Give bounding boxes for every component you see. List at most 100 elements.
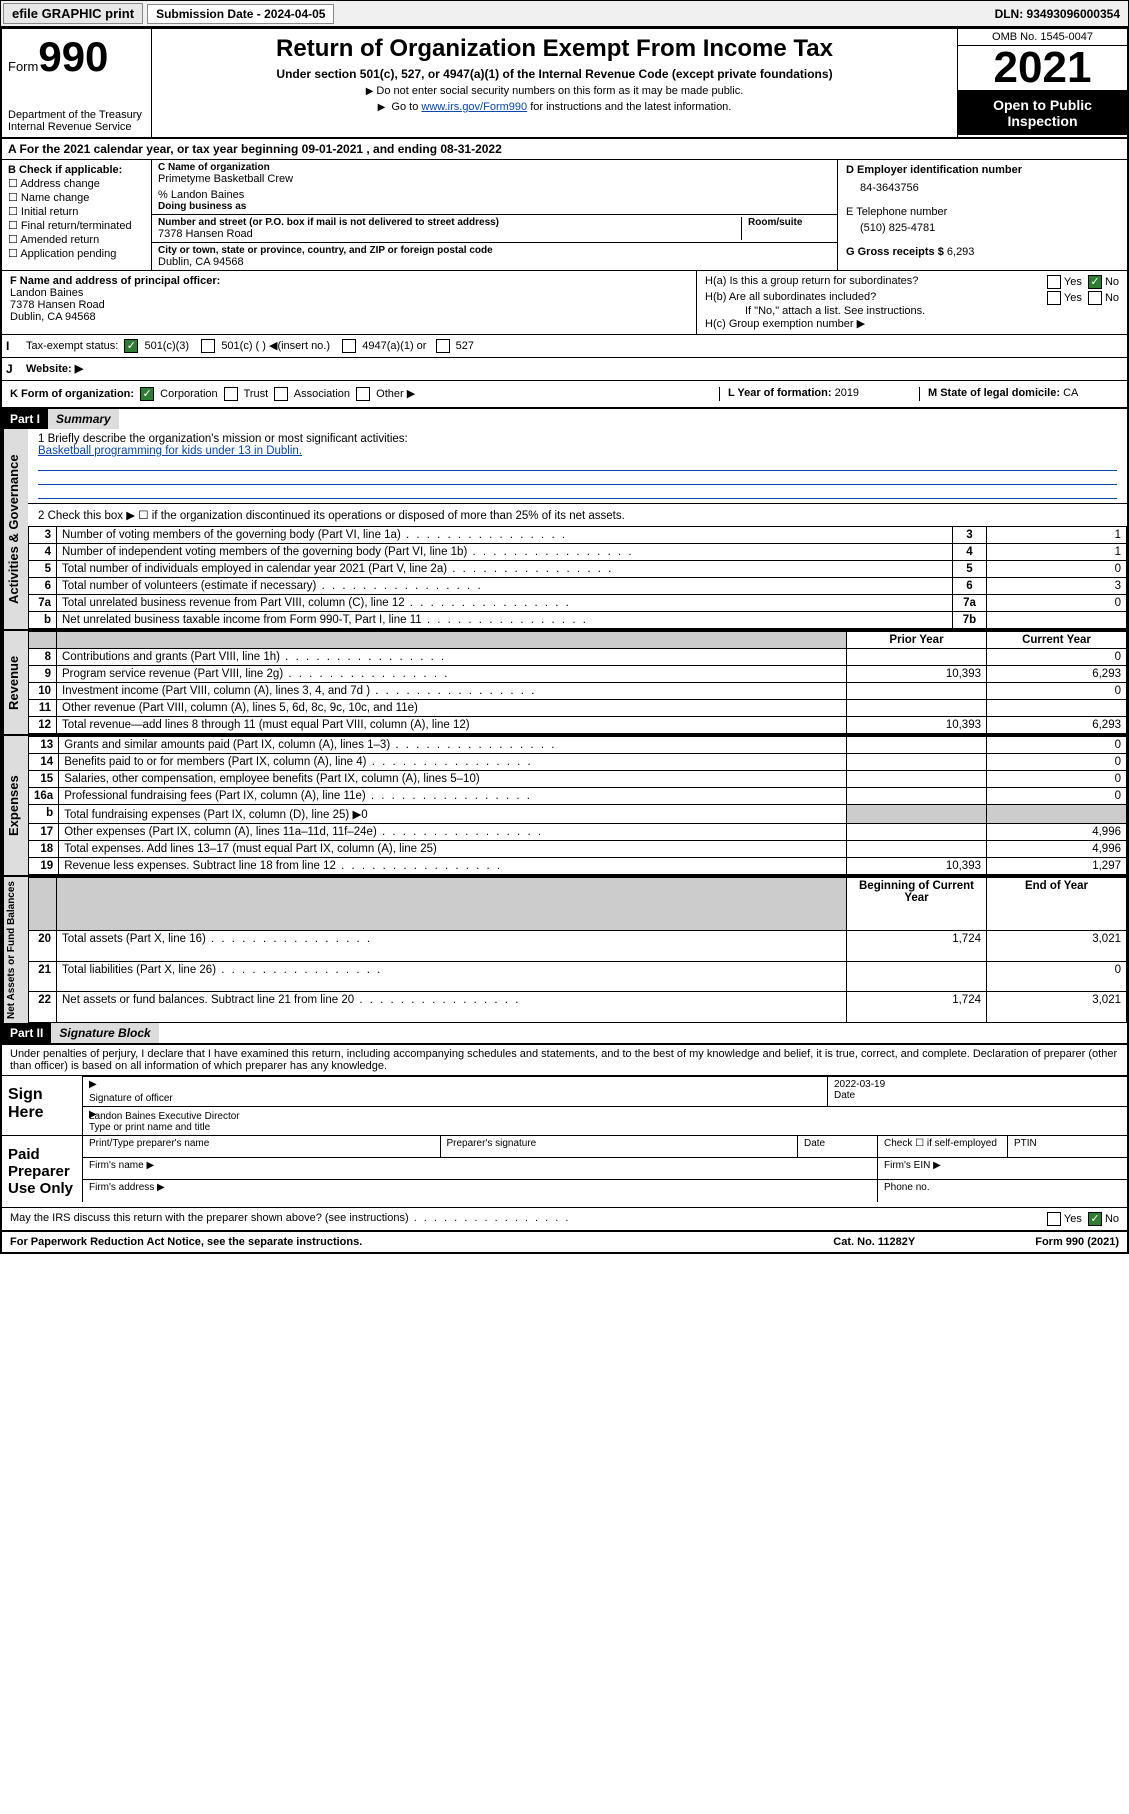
opt-501c: 501(c) ( ) ◀(insert no.) [221, 340, 330, 352]
table-row: 22Net assets or fund balances. Subtract … [29, 992, 1127, 1023]
expenses-table: 13Grants and similar amounts paid (Part … [28, 736, 1127, 875]
year-formation: 2019 [835, 387, 859, 399]
table-row: 7aTotal unrelated business revenue from … [29, 595, 1127, 612]
val-prior [847, 737, 987, 754]
opt-527: 527 [456, 340, 474, 352]
goto-pre: Go to [391, 101, 421, 113]
footer-right: Form 990 (2021) [1035, 1236, 1119, 1248]
yes-label: Yes [1064, 292, 1082, 304]
row-num: b [29, 805, 59, 824]
sig-name-label: Type or print name and title [89, 1122, 210, 1133]
row-num: 16a [29, 788, 59, 805]
ck-other[interactable] [356, 387, 370, 401]
row-desc: Total assets (Part X, line 16) [57, 930, 847, 961]
sig-name: Landon Baines Executive Director [89, 1111, 240, 1122]
val-prior [847, 649, 987, 666]
city-label: City or town, state or province, country… [158, 245, 831, 256]
ck-527[interactable] [436, 339, 450, 353]
expenses-section: Expenses 13Grants and similar amounts pa… [2, 734, 1127, 875]
care-of: % Landon Baines [158, 189, 831, 201]
ha-no[interactable]: ✓ [1088, 275, 1102, 289]
ha-yes[interactable] [1047, 275, 1061, 289]
row-num: 4 [29, 544, 57, 561]
discuss-no[interactable]: ✓ [1088, 1212, 1102, 1226]
hb-no[interactable] [1088, 291, 1102, 305]
row-desc: Revenue less expenses. Subtract line 18 … [59, 858, 847, 875]
row-box: 4 [953, 544, 987, 561]
val-prior: 10,393 [847, 858, 987, 875]
val-current: 1,297 [987, 858, 1127, 875]
discuss-row: May the IRS discuss this return with the… [2, 1208, 1127, 1232]
val-shade [847, 805, 987, 824]
val-current: 4,996 [987, 824, 1127, 841]
ck-501c3[interactable]: ✓ [124, 339, 138, 353]
sig-date: 2022-03-19 [834, 1079, 1121, 1090]
val-prior [847, 824, 987, 841]
val-eoy: 0 [987, 961, 1127, 992]
row-val: 0 [987, 561, 1127, 578]
row-num: 19 [29, 858, 59, 875]
row-num: 18 [29, 841, 59, 858]
discuss-text: May the IRS discuss this return with the… [10, 1212, 570, 1226]
line-k: K Form of organization: ✓ Corporation Tr… [10, 387, 719, 401]
val-prior [847, 841, 987, 858]
cb-name-change[interactable]: ☐ Name change [8, 191, 145, 204]
mission-text[interactable]: Basketball programming for kids under 13… [38, 445, 302, 457]
ck-assoc[interactable] [274, 387, 288, 401]
city-state-zip: Dublin, CA 94568 [158, 256, 831, 268]
yes-label: Yes [1064, 1213, 1082, 1225]
cb-app-pending[interactable]: ☐ Application pending [8, 247, 145, 260]
line-j: J Website: ▶ [2, 358, 1127, 381]
col-b: B Check if applicable: ☐ Address change … [2, 160, 152, 270]
mission-label: 1 Briefly describe the organization's mi… [38, 433, 1117, 445]
tax-exempt-label: Tax-exempt status: [26, 340, 118, 352]
part1-header-row: Part ISummary [2, 409, 1127, 429]
opt-trust: Trust [244, 388, 269, 400]
ck-4947[interactable] [342, 339, 356, 353]
table-row: 18Total expenses. Add lines 13–17 (must … [29, 841, 1127, 858]
ck-501c[interactable] [201, 339, 215, 353]
val-current: 0 [987, 683, 1127, 700]
ck-trust[interactable] [224, 387, 238, 401]
dept-treasury: Department of the Treasury [8, 109, 145, 121]
row-a-tax-year: A For the 2021 calendar year, or tax yea… [2, 139, 1127, 160]
row-num: 10 [29, 683, 57, 700]
discuss-yes[interactable] [1047, 1212, 1061, 1226]
cb-amended[interactable]: ☐ Amended return [8, 233, 145, 246]
table-row: bNet unrelated business taxable income f… [29, 612, 1127, 629]
cb-initial-return[interactable]: ☐ Initial return [8, 205, 145, 218]
ck-corp[interactable]: ✓ [140, 387, 154, 401]
org-name: Primetyme Basketball Crew [158, 173, 831, 185]
vtab-governance: Activities & Governance [2, 429, 28, 629]
efile-button[interactable]: efile GRAPHIC print [3, 3, 143, 24]
g-gross-label: G Gross receipts $ 6,293 [846, 246, 1119, 258]
officer-street: 7378 Hansen Road [10, 299, 105, 311]
officer-name: Landon Baines [10, 287, 83, 299]
form-label: Form [8, 59, 38, 74]
street-address: 7378 Hansen Road [158, 228, 741, 240]
row-val [987, 612, 1127, 629]
val-current: 0 [987, 737, 1127, 754]
cb-final-return[interactable]: ☐ Final return/terminated [8, 219, 145, 232]
table-row: 12Total revenue—add lines 8 through 11 (… [29, 717, 1127, 734]
table-row: 15Salaries, other compensation, employee… [29, 771, 1127, 788]
row-num: 13 [29, 737, 59, 754]
row-desc: Total number of volunteers (estimate if … [57, 578, 953, 595]
row-desc: Total unrelated business revenue from Pa… [57, 595, 953, 612]
val-current: 0 [987, 788, 1127, 805]
row-desc: Total expenses. Add lines 13–17 (must eq… [59, 841, 847, 858]
col-c: C Name of organization Primetyme Basketb… [152, 160, 837, 270]
governance-table: 3Number of voting members of the governi… [28, 526, 1127, 629]
header-mid: Return of Organization Exempt From Incom… [152, 29, 957, 137]
cb-address-change[interactable]: ☐ Address change [8, 177, 145, 190]
col-prior: Prior Year [847, 632, 987, 649]
ha-label: H(a) Is this a group return for subordin… [705, 275, 918, 289]
hb-note: If "No," attach a list. See instructions… [745, 305, 1119, 317]
irs-link[interactable]: www.irs.gov/Form990 [421, 101, 527, 113]
hb-yes[interactable] [1047, 291, 1061, 305]
row-desc: Benefits paid to or for members (Part IX… [59, 754, 847, 771]
firm-addr-label: Firm's address ▶ [82, 1180, 877, 1202]
sig-date-label: Date [834, 1090, 855, 1101]
mission-line [38, 485, 1117, 499]
row-desc: Other revenue (Part VIII, column (A), li… [57, 700, 847, 717]
